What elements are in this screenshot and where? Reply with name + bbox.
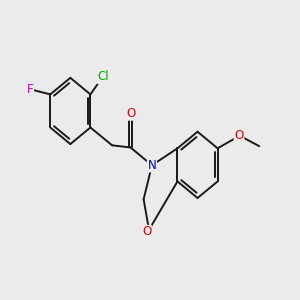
Text: N: N bbox=[148, 159, 156, 172]
Text: F: F bbox=[27, 83, 33, 96]
Text: O: O bbox=[142, 225, 151, 239]
Text: Cl: Cl bbox=[97, 70, 109, 83]
Text: O: O bbox=[126, 107, 135, 120]
Text: O: O bbox=[234, 129, 244, 142]
